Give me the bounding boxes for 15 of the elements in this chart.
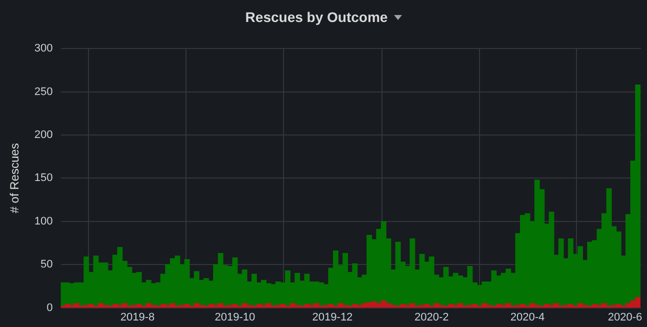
x-tick-label: 2019-8 xyxy=(120,311,155,324)
y-tick-label: 200 xyxy=(34,129,53,142)
x-tick-label: 2019-10 xyxy=(214,311,256,324)
x-tick-label: 2020-2 xyxy=(414,311,449,324)
x-tick-label: 2020-6 xyxy=(608,311,642,324)
y-axis-title: # of Rescues xyxy=(8,143,22,214)
y-tick-label: 0 xyxy=(46,302,53,314)
y-tick-label: 300 xyxy=(34,42,53,55)
y-tick-label: 50 xyxy=(40,258,53,271)
x-tick-label: 2019-12 xyxy=(312,311,353,324)
x-tick-label: 2020-4 xyxy=(510,311,545,324)
y-tick-label: 150 xyxy=(34,172,53,184)
y-tick-label: 250 xyxy=(34,86,53,98)
chart-title: Rescues by Outcome xyxy=(245,9,388,25)
y-tick-label: 100 xyxy=(34,215,53,228)
